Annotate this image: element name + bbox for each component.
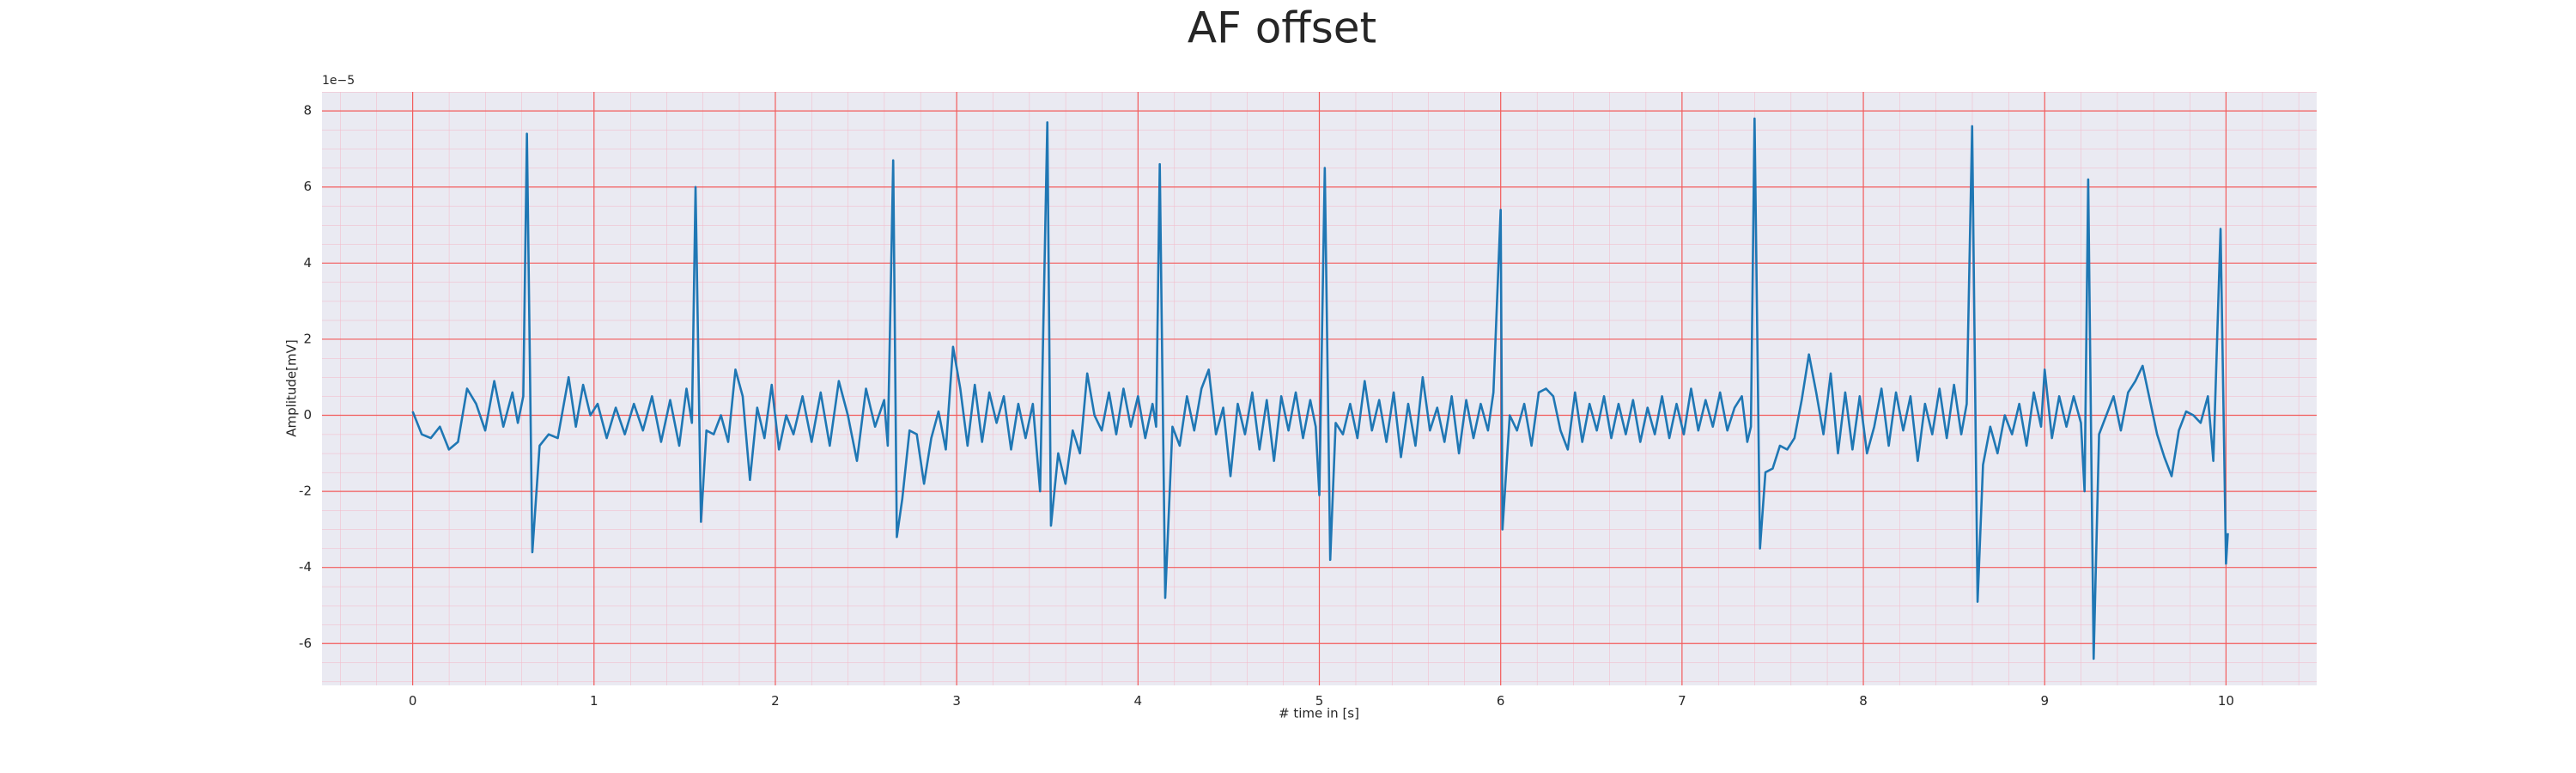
x-axis-label: # time in [s] bbox=[1279, 706, 1359, 721]
x-tick-label: 0 bbox=[409, 693, 417, 709]
x-tick-label: 2 bbox=[771, 693, 780, 709]
x-tick-label: 7 bbox=[1678, 693, 1686, 709]
x-tick-label: 8 bbox=[1859, 693, 1868, 709]
lines bbox=[411, 117, 2229, 660]
y-tick-label: 2 bbox=[303, 331, 312, 346]
x-tick-label: 10 bbox=[2218, 693, 2234, 709]
x-tick-label: 1 bbox=[590, 693, 598, 709]
y-offset-label: 1e−5 bbox=[322, 74, 355, 88]
y-tick-label: -6 bbox=[299, 636, 312, 651]
chart-title: AF offset bbox=[1188, 3, 1376, 53]
y-tick-label: 4 bbox=[303, 255, 312, 271]
y-tick-label: 0 bbox=[303, 407, 312, 423]
ticks: 0 1 2 3 4 5 6 7 8 9 10 -6 -4 -2 0 2 4 6 8 bbox=[299, 103, 2234, 709]
y-tick-label: -2 bbox=[299, 484, 312, 499]
y-axis-label: Amplitude[mV] bbox=[284, 339, 300, 436]
y-tick-label: 6 bbox=[303, 179, 312, 194]
x-tick-label: 3 bbox=[952, 693, 961, 709]
y-tick-label: -4 bbox=[299, 559, 312, 575]
x-tick-label: 4 bbox=[1134, 693, 1143, 709]
x-tick-label: 9 bbox=[2040, 693, 2049, 709]
x-tick-label: 6 bbox=[1497, 693, 1505, 709]
y-tick-label: 8 bbox=[303, 103, 312, 119]
signal-line bbox=[411, 117, 2229, 660]
x-tick-label: 5 bbox=[1315, 693, 1324, 709]
